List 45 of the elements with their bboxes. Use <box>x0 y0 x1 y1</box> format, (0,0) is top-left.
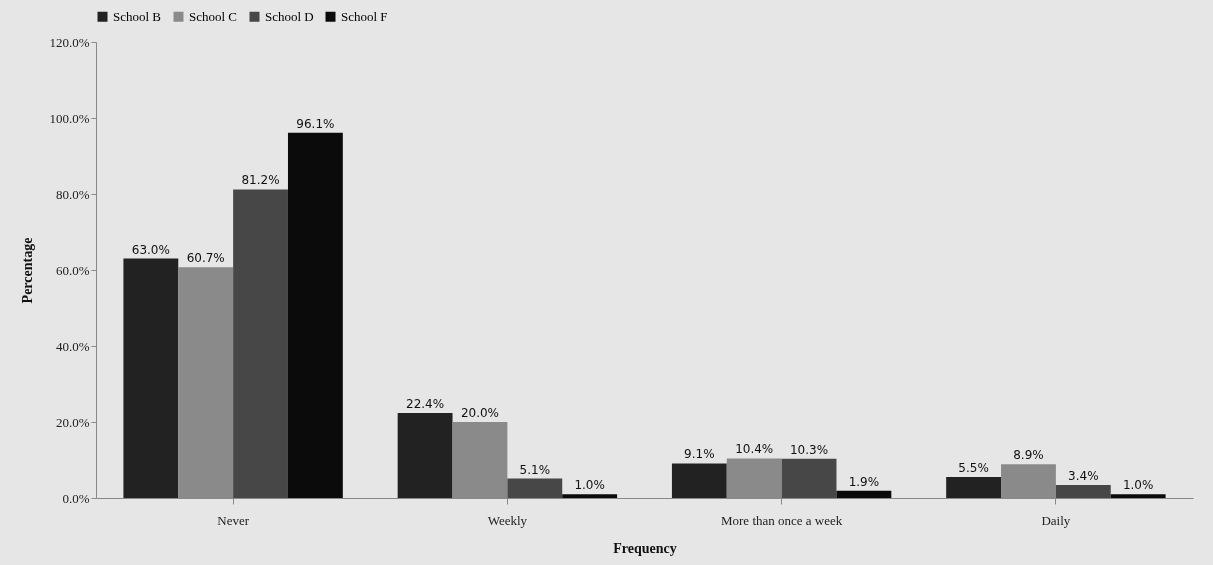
data-label: 20.0% <box>460 406 500 420</box>
legend-label: School B <box>113 8 162 24</box>
bar <box>562 494 618 498</box>
data-label: 22.4% <box>406 396 445 411</box>
data-label: 10.3% <box>789 442 829 457</box>
data-label: 1.0% <box>1122 478 1154 493</box>
y-tick-label: 60.0% <box>55 262 90 278</box>
bar <box>946 477 1002 498</box>
y-tick-label: 120.0% <box>49 34 90 50</box>
bar <box>123 258 179 498</box>
data-label: 81.2% <box>241 173 280 188</box>
bar <box>287 132 343 498</box>
y-tick-label: 80.0% <box>55 186 90 202</box>
x-tick-label: Daily <box>1041 512 1071 528</box>
bar <box>781 458 837 498</box>
y-tick-label: 0.0% <box>62 490 90 506</box>
data-label: 3.4% <box>1068 469 1099 484</box>
data-label: 63.0% <box>131 242 170 257</box>
data-label: 10.4% <box>735 442 774 457</box>
data-label: 9.1% <box>684 447 715 462</box>
bar <box>233 189 288 498</box>
x-tick-label: Never <box>217 512 250 528</box>
bar <box>1055 485 1111 498</box>
bar <box>1110 494 1166 498</box>
data-label: 1.0% <box>574 478 605 493</box>
bar <box>836 490 892 498</box>
legend-label: School D <box>265 8 314 24</box>
x-axis-title: Frequency <box>613 540 677 556</box>
data-label: 5.1% <box>519 462 551 477</box>
bar <box>397 412 453 498</box>
y-tick-label: 40.0% <box>55 338 90 354</box>
legend-label: School F <box>341 8 388 24</box>
x-tick-label: Weekly <box>487 512 528 528</box>
x-tick-label: More than once a week <box>720 512 843 528</box>
data-label: 8.9% <box>1013 448 1044 463</box>
y-tick-label: 100.0% <box>49 110 90 126</box>
data-label: 5.5% <box>958 461 989 476</box>
bar <box>671 463 727 498</box>
y-tick-label: 20.0% <box>55 414 90 430</box>
bar <box>507 478 563 498</box>
data-label: 1.9% <box>848 474 880 489</box>
y-axis-title: Percentage <box>20 237 36 304</box>
legend-label: School C <box>189 8 238 24</box>
data-label: 96.1% <box>296 116 335 131</box>
data-label: 60.7% <box>186 251 225 266</box>
